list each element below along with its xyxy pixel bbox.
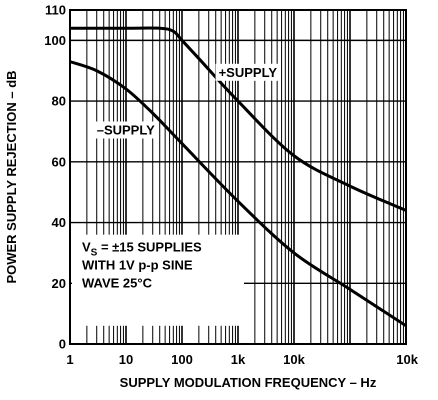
x-tick-label: 1	[66, 352, 73, 367]
plus-supply-curve	[70, 26, 407, 212]
x-axis-label: SUPPLY MODULATION FREQUENCY – Hz	[120, 375, 377, 390]
x-tick-label: 10k	[283, 352, 305, 367]
conditions-note-line-3: WAVE 25°C	[82, 276, 153, 291]
x-tick-label: 1k	[231, 352, 246, 367]
conditions-note-rest: = ±15 SUPPLIES	[97, 240, 202, 255]
curve-labels: +SUPPLY –SUPPLY	[93, 63, 281, 139]
y-tick-label: 40	[52, 215, 66, 230]
minus-supply-label-background	[93, 121, 159, 139]
y-axis-label: POWER SUPPLY REJECTION – dB	[4, 70, 19, 283]
minus-supply-label: –SUPPLY	[97, 122, 155, 137]
y-tick-label: 60	[52, 154, 66, 169]
conditions-note-subscript: S	[91, 248, 98, 259]
plus-supply-label: +SUPPLY	[219, 65, 278, 80]
conditions-note-v: V	[82, 240, 91, 255]
y-tick-label: 100	[44, 33, 66, 48]
minus-supply-curve	[69, 60, 407, 328]
conditions-note-line-1: VS = ±15 SUPPLIES	[82, 240, 202, 259]
conditions-note: VS = ±15 SUPPLIES WITH 1V p-p SINE WAVE …	[72, 234, 244, 326]
series	[69, 26, 407, 328]
plus-supply-label-background	[215, 63, 281, 81]
y-tick-label: 110	[45, 3, 66, 18]
x-tick-label: 100	[171, 352, 193, 367]
plot-frame	[69, 9, 407, 345]
conditions-note-line-2: WITH 1V p-p SINE	[82, 258, 193, 273]
y-tick-label: 20	[52, 276, 66, 291]
x-tick-label: 10k	[396, 352, 418, 367]
conditions-note-background	[72, 234, 244, 326]
y-tick-label: 80	[52, 94, 66, 109]
x-tick-label: 10	[119, 352, 133, 367]
y-tick-label: 0	[59, 337, 66, 352]
